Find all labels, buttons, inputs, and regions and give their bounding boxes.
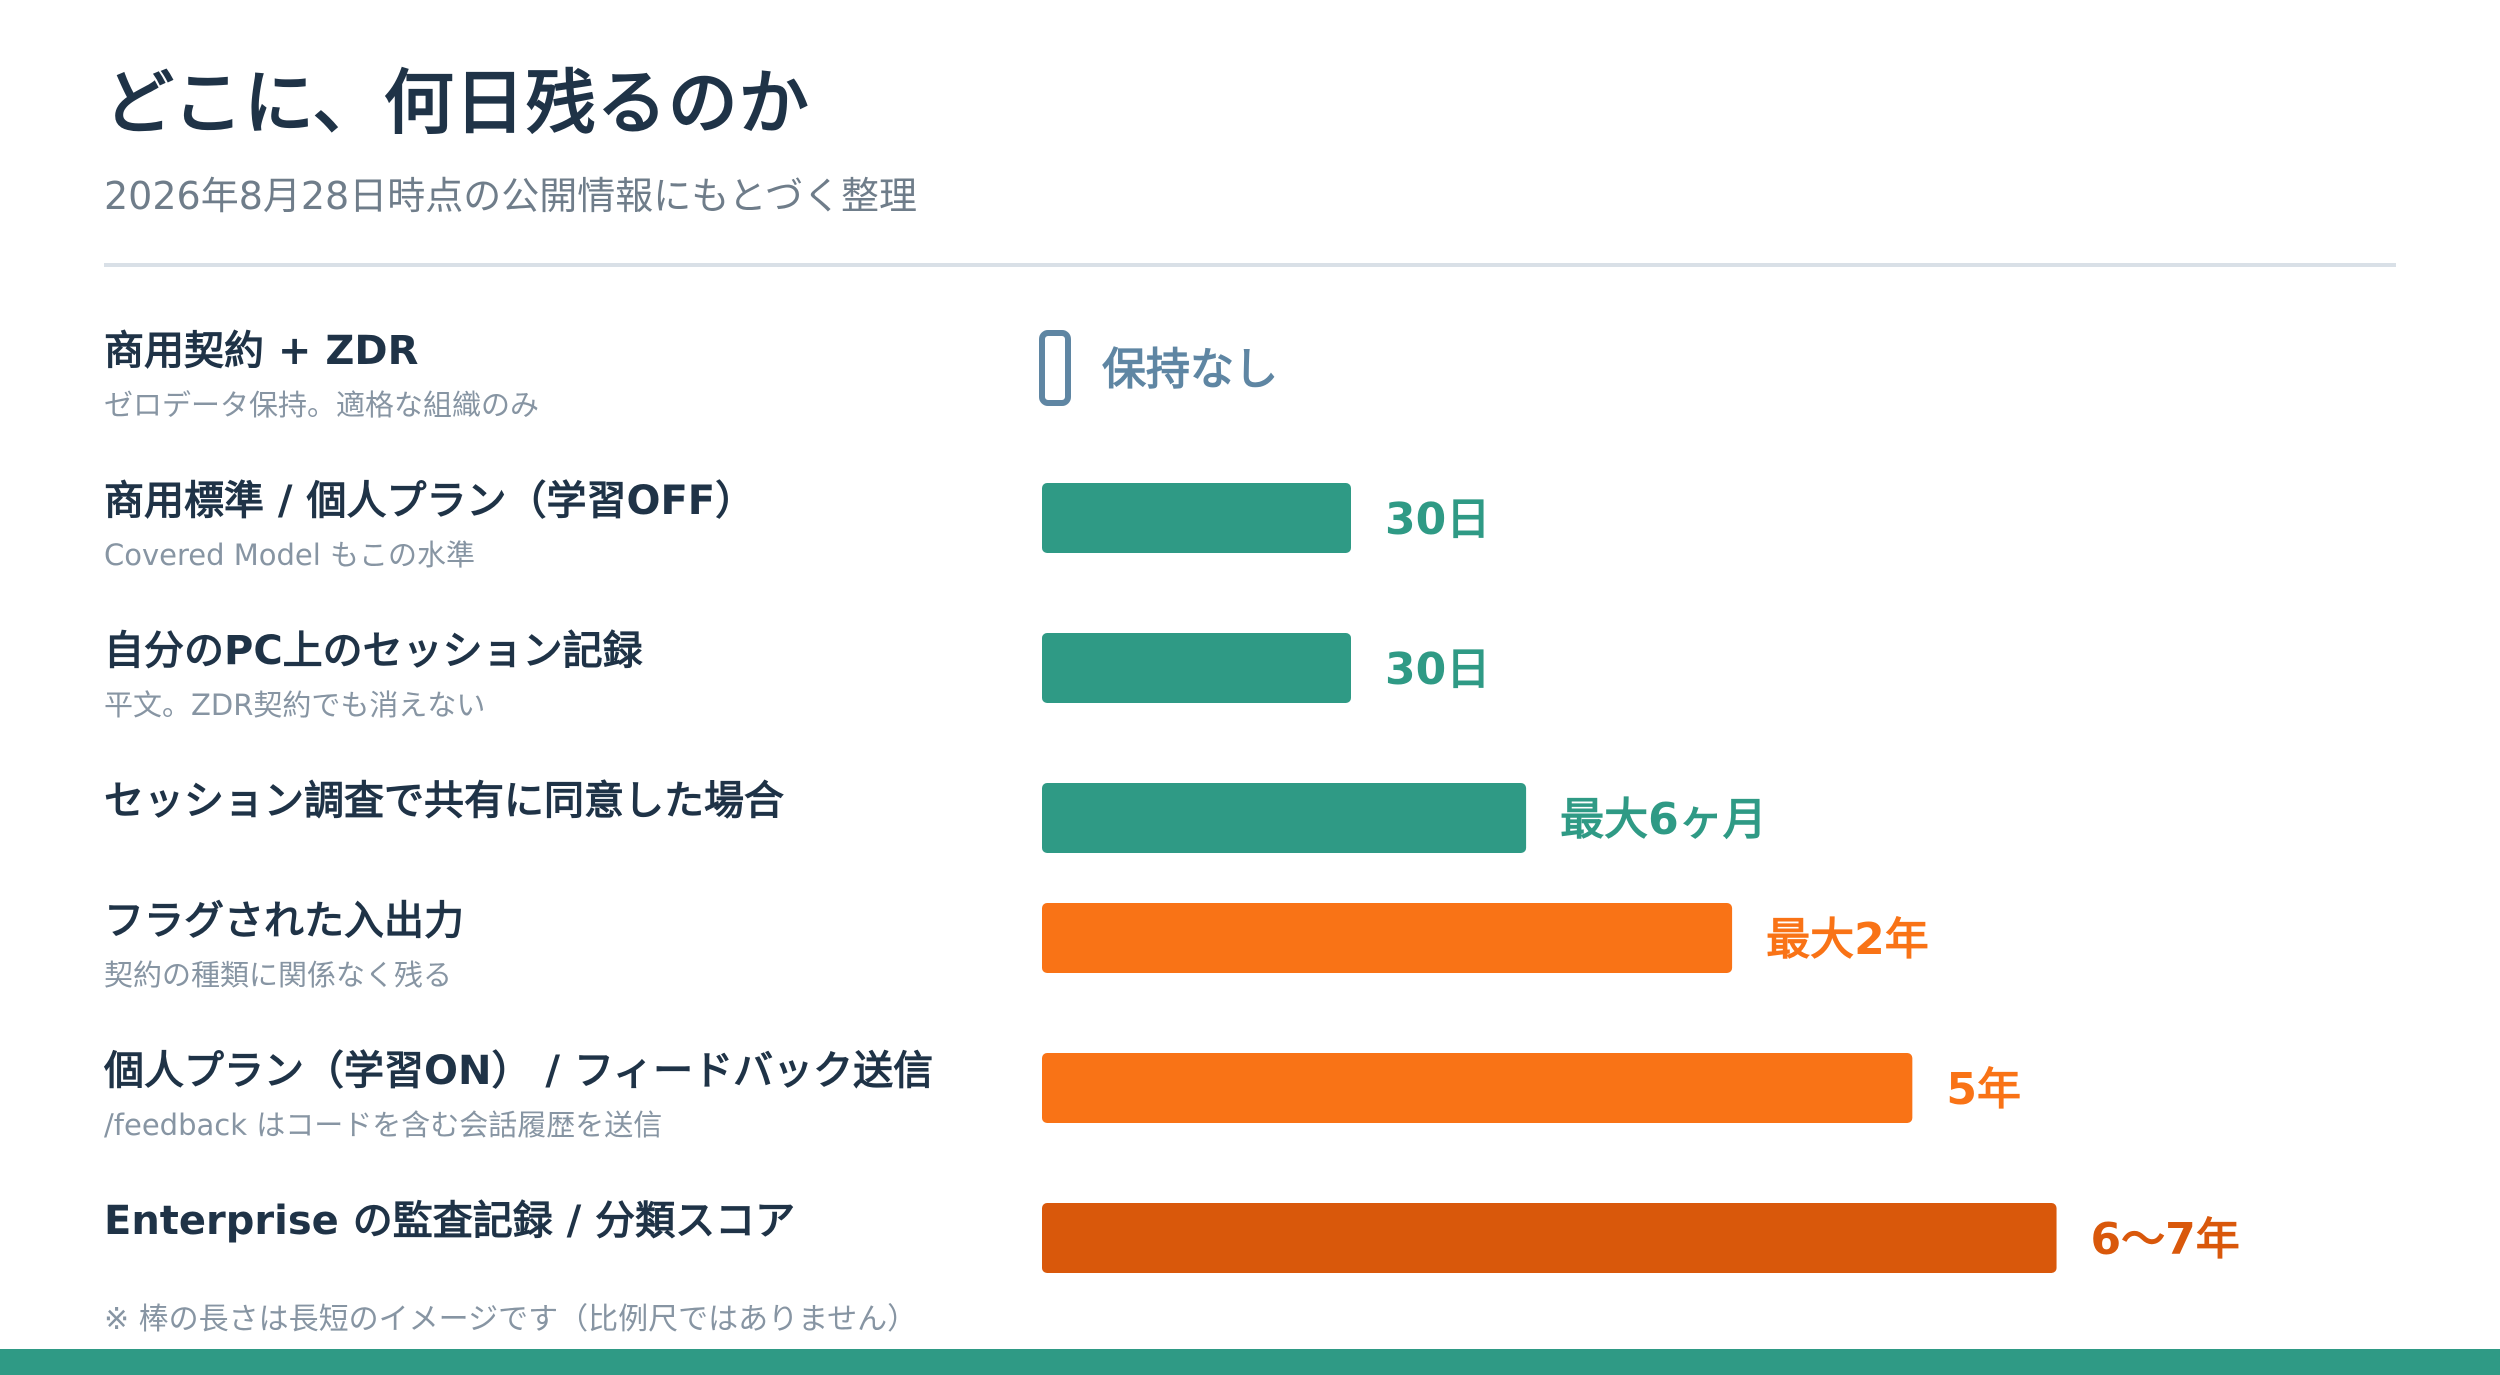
row-note: /feedback はコードを含む会話履歴を送信	[104, 1108, 663, 1142]
bar	[1042, 1053, 1913, 1123]
bar-none-marker	[1039, 330, 1071, 406]
row-label: フラグされた入出力	[104, 898, 464, 944]
header-divider	[104, 263, 2396, 267]
bar-value-label: 30日	[1385, 644, 1490, 695]
bar	[1042, 483, 1351, 553]
row-label: 自分のPC上のセッション記録	[104, 628, 643, 674]
row-note: 平文。ZDR契約でも消えない	[104, 688, 486, 722]
row-label: 商用契約 + ZDR	[104, 328, 419, 374]
page-subtitle: 2026年8月28日時点の公開情報にもとづく整理	[104, 174, 917, 218]
bar-value-label: 30日	[1385, 494, 1490, 545]
bar	[1042, 1203, 2057, 1273]
row-note: ゼロデータ保持。適格な組織のみ	[104, 388, 540, 422]
row-note: Covered Model もこの水準	[104, 538, 476, 572]
footnote: ※ 棒の長さは長短のイメージです（比例尺ではありません）	[104, 1302, 918, 1337]
bar	[1042, 633, 1351, 703]
page-title: どこに、何日残るのか	[104, 62, 810, 144]
bar-value-label: 最大2年	[1766, 914, 1929, 965]
row-label: 商用標準 / 個人プラン（学習OFF）	[104, 478, 756, 524]
bar-value-label: 保持なし	[1102, 344, 1278, 395]
row-label: セッション調査で共有に同意した場合	[104, 778, 784, 824]
row-label: Enterprise の監査記録 / 分類スコア	[104, 1198, 796, 1244]
bar	[1042, 783, 1527, 853]
bar-value-label: 最大6ヶ月	[1560, 794, 1767, 845]
bar	[1042, 903, 1733, 973]
row-label: 個人プラン（学習ON） / フィードバック送信	[104, 1048, 934, 1094]
bottom-accent-band	[0, 1349, 2500, 1375]
row-note: 契約の種類に関係なく残る	[104, 958, 453, 992]
bar-value-label: 6〜7年	[2091, 1214, 2240, 1265]
bar-value-label: 5年	[1946, 1064, 2021, 1115]
